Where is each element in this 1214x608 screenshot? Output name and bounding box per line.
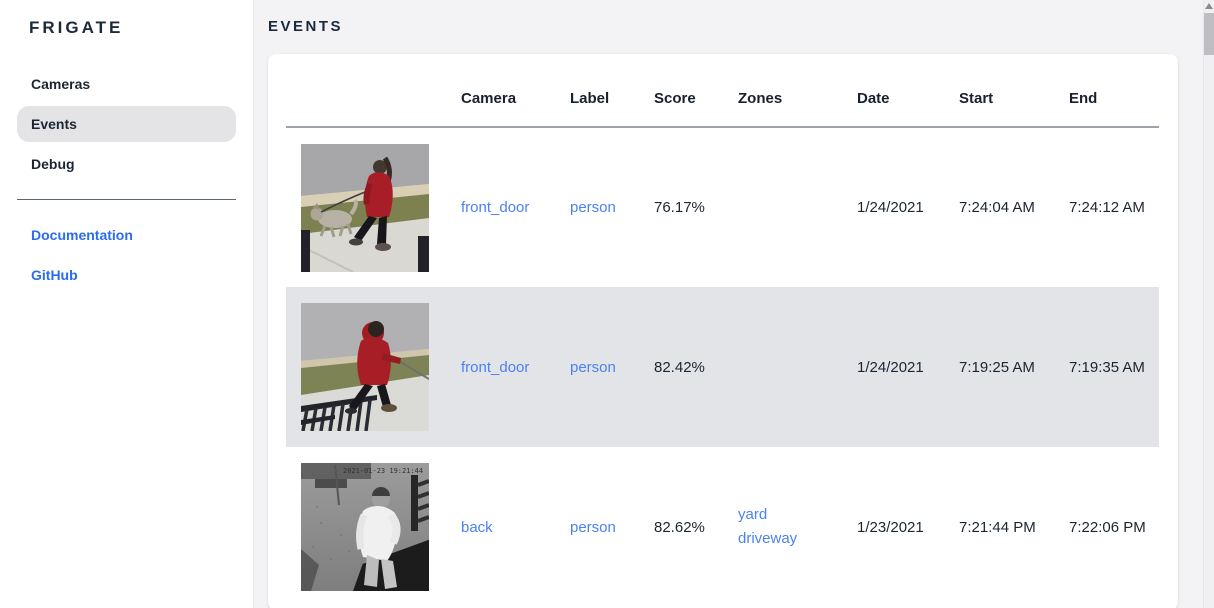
score-cell: 82.62% (654, 518, 705, 536)
column-score: Score (654, 54, 738, 128)
end-cell: 7:22:06 PM (1069, 518, 1146, 536)
end-cell: 7:19:35 AM (1069, 358, 1145, 376)
date-cell: 1/24/2021 (857, 199, 924, 216)
event-thumbnail[interactable]: 2021-01-23 19:21:44 (301, 463, 429, 591)
events-card: Camera Label Score Zones Date Start End (268, 54, 1178, 608)
column-camera: Camera (461, 54, 570, 128)
score-cell: 82.42% (654, 358, 705, 376)
zones-cell (738, 127, 857, 287)
date-cell: 1/23/2021 (857, 518, 924, 536)
dog-leash (396, 359, 429, 380)
sidebar-link-github[interactable]: GitHub (31, 267, 78, 283)
sidebar-item-cameras[interactable]: Cameras (31, 76, 91, 92)
sidebar-nav: Cameras Events Debug Documentation GitHu… (0, 66, 253, 293)
zones-cell: yard driveway (738, 447, 857, 607)
person-figure (345, 321, 401, 414)
person-figure (349, 156, 393, 251)
event-row[interactable]: 2021-01-23 19:21:44 (286, 447, 1159, 607)
score-cell: 76.17% (654, 199, 705, 216)
label-link[interactable]: person (570, 199, 616, 216)
event-thumbnail[interactable] (301, 303, 429, 431)
events-table-header: Camera Label Score Zones Date Start End (286, 54, 1159, 128)
sidebar-item-events[interactable]: Events (17, 106, 236, 142)
end-cell: 7:24:12 AM (1069, 199, 1145, 216)
column-end: End (1069, 54, 1159, 128)
sidebar: FRIGATE Cameras Events Debug Documentati… (0, 0, 254, 608)
dark-background-shapes (301, 463, 371, 506)
sidebar-item-debug[interactable]: Debug (31, 156, 75, 172)
start-cell: 7:21:44 PM (959, 518, 1036, 536)
camera-link[interactable]: back (461, 518, 493, 536)
scrollbar-thumb[interactable] (1204, 13, 1214, 55)
start-cell: 7:24:04 AM (959, 199, 1035, 216)
zone-link[interactable]: yard (738, 506, 768, 523)
camera-timestamp-overlay: 2021-01-23 19:21:44 (343, 467, 423, 475)
page-title: EVENTS (268, 18, 344, 35)
column-date: Date (857, 54, 959, 128)
sidebar-divider (17, 199, 236, 200)
camera-link[interactable]: front_door (461, 358, 530, 376)
label-link[interactable]: person (570, 358, 616, 376)
app-logo: FRIGATE (29, 18, 124, 37)
street-scene (301, 143, 429, 272)
vertical-scrollbar[interactable] (1203, 0, 1214, 608)
dog-leash (320, 190, 366, 213)
camera-link[interactable]: front_door (461, 199, 530, 216)
date-cell: 1/24/2021 (857, 358, 924, 376)
dog-figure (310, 198, 358, 237)
events-table: Camera Label Score Zones Date Start End (286, 54, 1159, 607)
scroll-up-arrow-icon[interactable] (1205, 3, 1213, 9)
zones-cell (738, 287, 857, 447)
sidebar-link-documentation[interactable]: Documentation (31, 227, 133, 243)
column-start: Start (959, 54, 1069, 128)
column-thumbnail (286, 54, 461, 128)
column-zones: Zones (738, 54, 857, 128)
person-figure (356, 487, 401, 589)
main-content: EVENTS Camera Label Score Zones Date Sta… (254, 0, 1214, 608)
event-row[interactable]: front_door person 76.17% 1/24/2021 7:24:… (286, 127, 1159, 287)
label-link[interactable]: person (570, 518, 616, 536)
start-cell: 7:19:25 AM (959, 358, 1035, 376)
event-thumbnail[interactable] (301, 143, 429, 272)
zone-link[interactable]: driveway (738, 530, 798, 547)
column-label: Label (570, 54, 654, 128)
event-row[interactable]: front_door person 82.42% 1/24/2021 7:19:… (286, 287, 1159, 447)
